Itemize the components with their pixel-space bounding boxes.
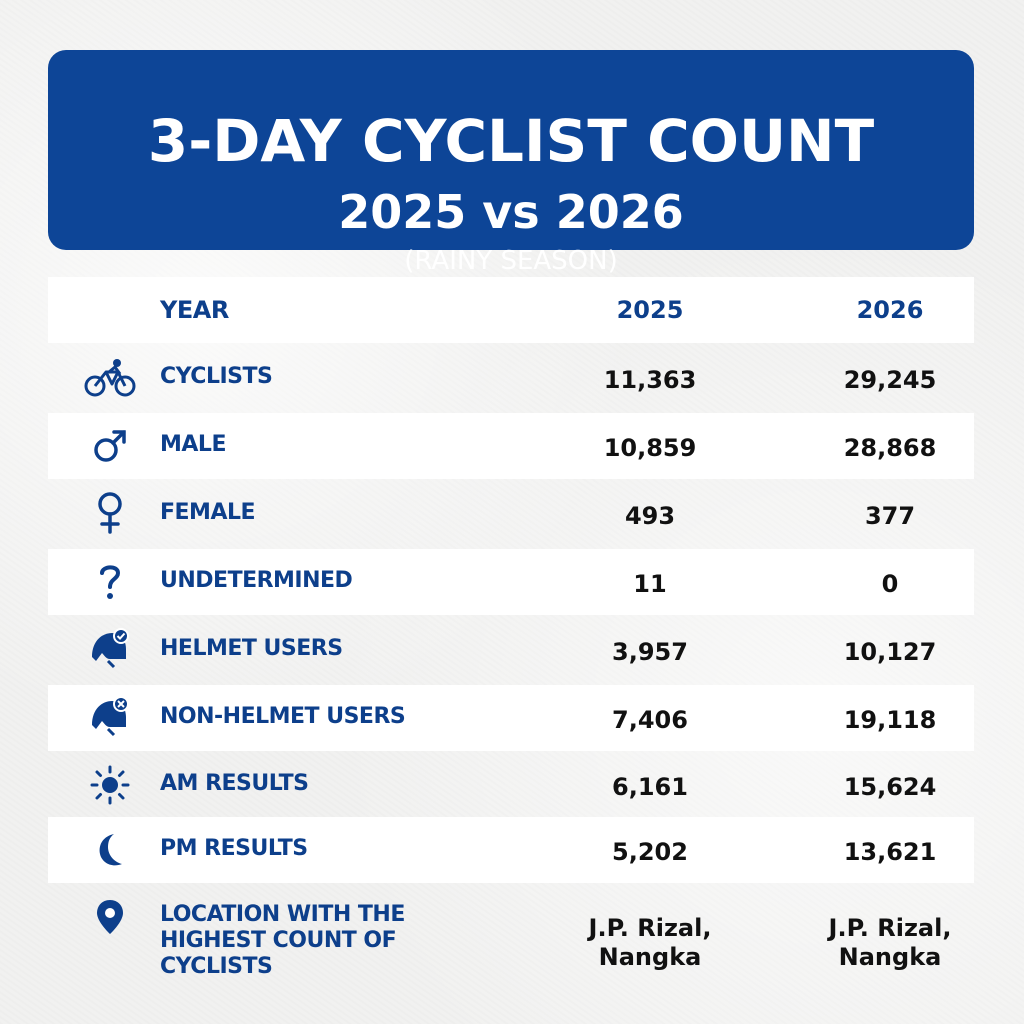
non-helmet-users-2025: 7,406 [612, 706, 688, 734]
row-label-am-results: AM RESULTS [160, 771, 309, 796]
helmet-users-2025: 3,957 [612, 638, 688, 666]
row-label-female: FEMALE [160, 500, 256, 525]
helmet-users-2026: 10,127 [843, 638, 937, 666]
header-year-label: YEAR [160, 296, 229, 324]
row-label-undetermined: UNDETERMINED [160, 568, 353, 593]
helmet-check-icon [82, 627, 138, 671]
table-header-row [48, 277, 974, 343]
moon-icon [82, 828, 138, 872]
non-helmet-users-2026: 19,118 [843, 706, 937, 734]
location-2025: J.P. Rizal, Nangka [550, 914, 750, 972]
page-subtitle: 2025 vs 2026 [338, 185, 684, 239]
location-2025-line: J.P. Rizal, [588, 914, 712, 942]
table-row [48, 413, 974, 479]
bicycle-icon [82, 356, 138, 400]
header-2025: 2025 [616, 296, 684, 324]
row-label-location: LOCATION WITH THE HIGHEST COUNT OF CYCLI… [160, 902, 405, 980]
title-banner: 3-DAY CYCLIST COUNT 2025 vs 2026 (RAINY … [48, 50, 974, 274]
male-2026: 28,868 [843, 434, 937, 462]
location-2025-line: Nangka [598, 943, 702, 971]
row-label-pm-results: PM RESULTS [160, 836, 308, 861]
location-2026-line: J.P. Rizal, [828, 914, 952, 942]
season-note: (RAINY SEASON) [404, 246, 618, 276]
location-label-line: HIGHEST COUNT OF [160, 928, 397, 953]
location-label-line: CYCLISTS [160, 954, 273, 979]
location-label-line: LOCATION WITH THE [160, 902, 405, 927]
table-row [48, 685, 974, 751]
male-symbol-icon [82, 424, 138, 468]
row-label-non-helmet-users: NON-HELMET USERS [160, 704, 406, 729]
table-row [48, 549, 974, 615]
female-symbol-icon [82, 491, 138, 535]
location-2026: J.P. Rizal, Nangka [790, 914, 990, 972]
header-2026: 2026 [856, 296, 924, 324]
undetermined-2026: 0 [881, 570, 899, 598]
male-2025: 10,859 [603, 434, 697, 462]
cyclists-2026: 29,245 [843, 366, 937, 394]
female-2025: 493 [624, 502, 676, 530]
am-results-2025: 6,161 [612, 773, 688, 801]
question-mark-icon [82, 560, 138, 604]
row-label-helmet-users: HELMET USERS [160, 636, 343, 661]
pm-results-2025: 5,202 [612, 838, 688, 866]
page-title: 3-DAY CYCLIST COUNT [147, 107, 875, 175]
helmet-x-icon [82, 695, 138, 739]
undetermined-2025: 11 [633, 570, 667, 598]
table-row [48, 817, 974, 883]
cyclists-2025: 11,363 [603, 366, 697, 394]
location-pin-icon [82, 896, 138, 940]
pm-results-2026: 13,621 [843, 838, 937, 866]
sun-icon [82, 763, 138, 807]
row-label-cyclists: CYCLISTS [160, 364, 273, 389]
row-label-male: MALE [160, 432, 226, 457]
location-2026-line: Nangka [838, 943, 942, 971]
am-results-2026: 15,624 [843, 773, 937, 801]
female-2026: 377 [864, 502, 916, 530]
